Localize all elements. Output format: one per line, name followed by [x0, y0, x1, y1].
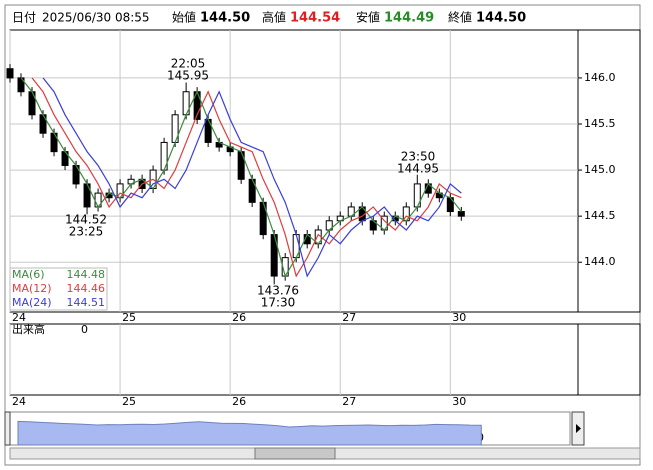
ma-line — [31, 77, 462, 278]
annotation: 17:30 — [261, 296, 296, 310]
x-tick-label: 26 — [232, 395, 246, 408]
low-label: 安値 — [356, 10, 380, 25]
y-tick-label: 145.5 — [584, 117, 616, 130]
x-tick-label: 30 — [452, 311, 466, 324]
window-frame — [4, 4, 641, 466]
x-tick-label: 24 — [12, 311, 26, 324]
annotation: 23:50 — [401, 150, 436, 164]
annotation: 144.95 — [397, 162, 439, 176]
y-tick-label: 146.0 — [584, 71, 616, 84]
ma-line — [42, 77, 462, 278]
y-tick-label: 144.0 — [584, 255, 616, 268]
x-tick-label: 27 — [342, 395, 356, 408]
volume-label: 出来高 — [12, 322, 45, 336]
annotation: 23:25 — [69, 225, 104, 239]
legend-name: MA(24) — [12, 296, 52, 309]
low-value: 144.49 — [384, 11, 434, 26]
y-tick-label: 145.0 — [584, 163, 616, 176]
candle-body — [457, 211, 465, 217]
date-value: 2025/06/30 08:55 — [42, 11, 150, 25]
date-label: 日付 — [12, 11, 36, 25]
x-tick-label: 26 — [232, 311, 246, 324]
x-tick-label: 24 — [12, 395, 26, 408]
annotation: 144.52 — [65, 213, 107, 227]
volume-value: 0 — [81, 323, 88, 336]
legend-name: MA(12) — [12, 282, 52, 295]
x-tick-label: 25 — [122, 395, 136, 408]
x-tick-label: 30 — [452, 395, 466, 408]
legend: MA(6) 144.48 MA(12) 144.46 MA(24) 144.51 — [9, 267, 108, 311]
scroll-left-button[interactable] — [4, 411, 11, 446]
y-tick-label: 144.5 — [584, 209, 616, 222]
scrollbar-thumb[interactable] — [254, 447, 336, 460]
x-tick-label: 25 — [122, 311, 136, 324]
high-label: 高値 — [262, 10, 286, 25]
legend-box — [9, 267, 108, 311]
annotation: 22:05 — [171, 57, 206, 71]
annotation: 145.95 — [167, 69, 209, 83]
ma-line — [20, 77, 462, 278]
legend-value: 144.51 — [67, 296, 106, 309]
close-label: 終値 — [448, 10, 472, 25]
navigator-area — [17, 420, 482, 446]
x-tick-label: 27 — [342, 311, 356, 324]
legend-name: MA(6) — [12, 268, 45, 281]
arrow-icon — [576, 424, 581, 433]
legend-value: 144.48 — [67, 268, 106, 281]
annotation: 143.76 — [257, 284, 299, 298]
close-value: 144.50 — [476, 11, 526, 26]
open-value: 144.50 — [200, 11, 250, 26]
open-label: 始値 — [172, 10, 196, 25]
legend-value: 144.46 — [67, 282, 106, 295]
candle-body — [6, 68, 14, 79]
high-value: 144.54 — [290, 11, 340, 26]
